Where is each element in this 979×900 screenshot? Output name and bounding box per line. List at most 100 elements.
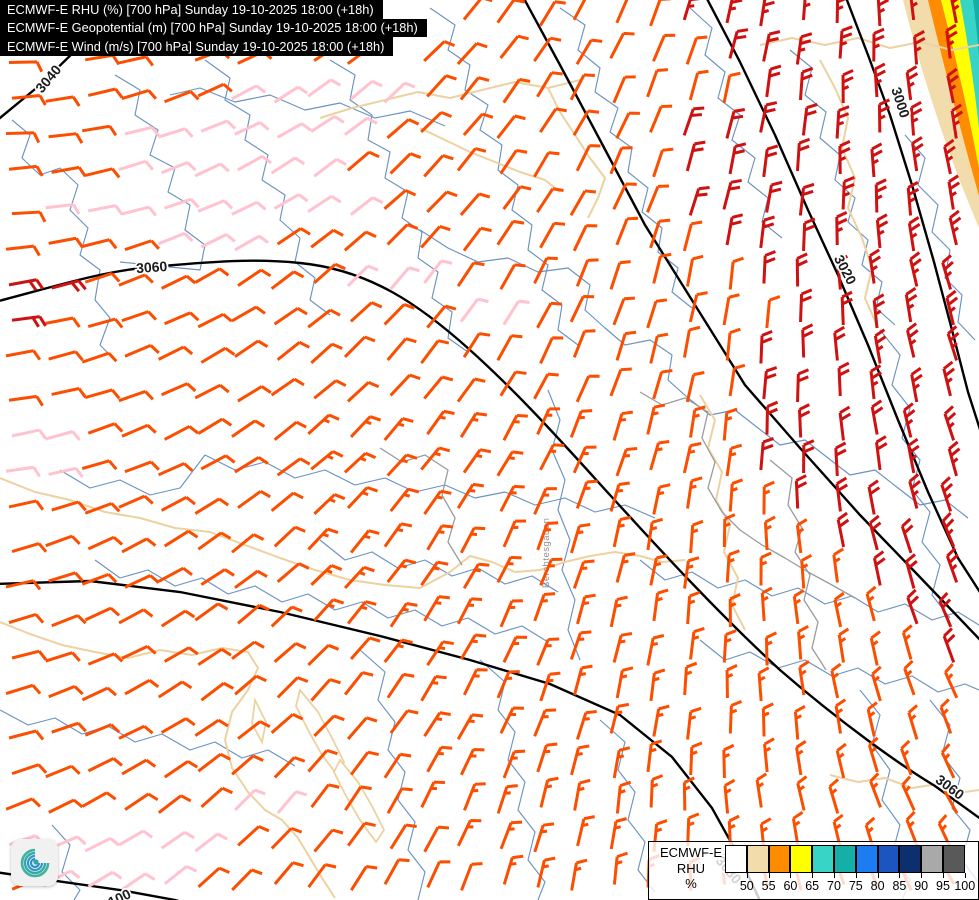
wind-barb	[615, 0, 639, 24]
wind-barb	[124, 678, 160, 696]
wind-barb	[456, 147, 487, 172]
wind-barb	[118, 159, 155, 172]
wind-barb	[11, 542, 48, 554]
wind-barb	[270, 156, 306, 175]
wind-barb	[689, 626, 705, 660]
wind-barb	[383, 522, 413, 548]
wind-barb	[386, 223, 419, 246]
country-border	[819, 59, 879, 329]
wind-barb	[121, 645, 157, 660]
wind-barb	[423, 154, 454, 178]
wind-barb	[270, 713, 304, 734]
wind-barb	[652, 369, 673, 400]
wind-barb	[686, 476, 703, 509]
wind-barb	[459, 192, 491, 216]
wind-barb	[459, 297, 489, 323]
wind-barb	[688, 69, 709, 101]
wind-barb	[270, 377, 305, 397]
wind-barb	[575, 258, 599, 287]
legend-cell	[877, 845, 900, 873]
wind-barb	[907, 704, 919, 740]
wind-barb	[383, 303, 416, 326]
wind-barb	[5, 244, 41, 257]
wind-barb	[121, 537, 157, 554]
wind-barb	[496, 219, 525, 246]
wind-barb	[11, 315, 47, 328]
wind-barb	[81, 459, 118, 471]
wind-barb	[867, 736, 879, 773]
wind-barb	[615, 216, 639, 246]
wind-barb	[163, 760, 199, 779]
wind-barb	[11, 210, 47, 223]
wind-barb	[45, 764, 81, 779]
wind-barb	[499, 599, 523, 628]
wind-barb	[834, 698, 847, 734]
wind-barb	[160, 382, 197, 397]
wind-barb	[237, 825, 270, 847]
wind-barb	[45, 316, 81, 328]
wind-barb	[875, 435, 888, 471]
wind-barb	[231, 305, 266, 323]
wind-barb	[646, 68, 669, 98]
wind-barb	[871, 665, 882, 702]
wind-barb	[797, 625, 809, 660]
wind-barb	[609, 595, 628, 628]
legend-tick-label: 75	[848, 879, 863, 893]
wind-barb	[685, 371, 705, 403]
wind-barb	[237, 268, 272, 287]
legend-tick	[855, 873, 857, 878]
wind-barb	[5, 131, 41, 144]
wind-barb	[8, 60, 44, 73]
wind-barb	[310, 115, 345, 133]
map-title-block: ECMWF-E RHU (%) [700 hPa] Sunday 19-10-2…	[0, 0, 427, 56]
wind-barb	[426, 524, 454, 551]
wind-barb	[51, 500, 87, 512]
wind-barb	[649, 104, 673, 133]
wind-barb	[722, 178, 742, 210]
wind-barb	[649, 332, 669, 364]
wind-barb	[869, 364, 883, 400]
legend-tick-label: 55	[761, 879, 776, 893]
wind-barb	[350, 865, 378, 891]
wind-barb	[759, 0, 776, 27]
legend-tick-label: 90	[914, 879, 929, 893]
wind-barb	[539, 336, 564, 364]
wind-barb	[48, 466, 84, 478]
wind-barb	[157, 462, 194, 477]
wind-barb	[802, 217, 816, 252]
wind-barb	[11, 428, 48, 440]
wind-barb	[689, 519, 704, 554]
wind-barb	[609, 367, 632, 397]
wind-barb	[84, 606, 121, 622]
wind-barb	[689, 741, 703, 776]
wind-barb	[349, 636, 381, 660]
wind-barb	[456, 597, 483, 625]
wind-barb	[276, 562, 310, 583]
wind-barb	[194, 832, 228, 853]
wind-barb	[157, 794, 192, 814]
wind-barb	[234, 234, 269, 252]
wind-barb	[569, 189, 596, 216]
wind-barb	[310, 564, 343, 586]
wind-barb	[313, 493, 346, 515]
wind-barb	[795, 252, 808, 287]
country-border	[0, 477, 686, 589]
wind-barb	[121, 310, 157, 323]
wind-barb	[346, 264, 379, 287]
wind-barb	[533, 256, 558, 284]
wind-barb	[725, 0, 744, 24]
wind-barb	[539, 671, 561, 702]
wind-barb	[121, 89, 158, 101]
wind-barb	[646, 634, 665, 666]
wind-barb	[420, 560, 449, 586]
wind-barb	[941, 254, 954, 290]
river	[11, 119, 116, 361]
wind-barb	[683, 556, 700, 589]
wind-barb	[234, 788, 266, 811]
wind-barb	[796, 775, 808, 811]
legend-title-param: RHU	[676, 860, 706, 876]
contour-3060	[0, 259, 979, 820]
wind-barb	[276, 340, 310, 361]
wind-barb	[8, 164, 44, 177]
contour-3000	[845, 0, 979, 431]
